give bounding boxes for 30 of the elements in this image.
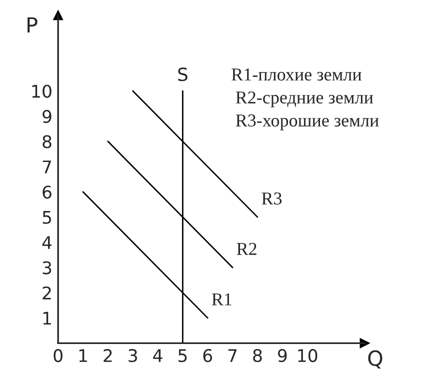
y-tick-label: 4: [42, 236, 52, 249]
y-axis-title: P: [28, 17, 38, 33]
y-tick-label: 5: [42, 211, 52, 224]
annotation: R3-хорошие земли: [236, 114, 379, 130]
x-tick-label: 5: [178, 349, 187, 362]
y-tick-label: 8: [42, 135, 52, 148]
x-tick-label: 4: [153, 349, 162, 362]
y-tick-label: 1: [43, 312, 51, 325]
x-tick-label: 1: [79, 349, 87, 362]
y-tick-label: 10: [32, 84, 52, 98]
series-label: R2: [236, 242, 256, 255]
y-tick-label: 2: [42, 286, 51, 300]
x-tick-label: 8: [253, 349, 262, 362]
x-tick-label: 3: [128, 349, 137, 362]
ref-line-label: S: [178, 68, 188, 82]
x-tick-label: 10: [298, 349, 318, 362]
y-tick-label: 6: [42, 186, 52, 199]
annotation: R2-средние земли: [236, 91, 374, 108]
y-tick-label: 7: [42, 160, 52, 174]
y-tick-label: 3: [42, 261, 52, 274]
series-label: R1: [212, 293, 232, 306]
annotation: R1-плохие земли: [232, 68, 362, 81]
x-tick-label: 9: [278, 349, 287, 362]
y-tick-label: 9: [42, 110, 52, 124]
x-tick-label: 6: [203, 349, 212, 362]
series-label: R3: [262, 192, 282, 205]
x-tick-label: 2: [104, 349, 112, 362]
x-tick-label: 7: [228, 349, 237, 362]
x-tick-label: 0: [54, 349, 62, 362]
x-axis-title: Q: [368, 350, 382, 368]
